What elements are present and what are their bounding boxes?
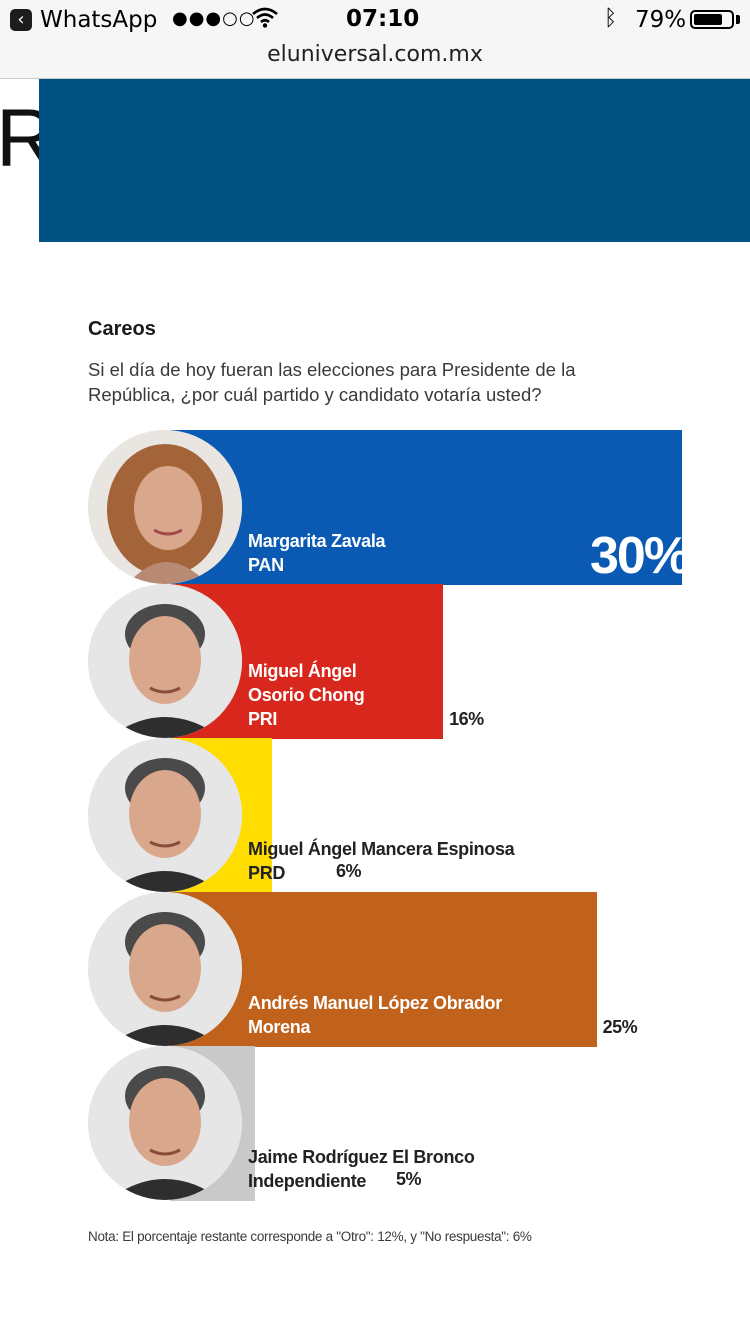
candidate-photo-1	[88, 430, 242, 584]
battery-fill	[694, 14, 723, 25]
candidate-label-3: Miguel Ángel Mancera Espinosa PRD	[248, 837, 515, 885]
signal-icon: ●●●○○	[172, 8, 256, 29]
candidate-label-4: Andrés Manuel López Obrador Morena	[248, 991, 502, 1039]
value-label-3: 6%	[336, 861, 362, 881]
back-app-label[interactable]: WhatsApp	[40, 7, 158, 33]
value-label-2: 16%	[449, 709, 484, 729]
candidate-label-line: Morena	[248, 1017, 311, 1037]
candidate-label-5: Jaime Rodríguez El Bronco Independiente	[248, 1145, 475, 1193]
candidate-label-line: Miguel Ángel	[248, 661, 357, 681]
candidate-photo-4	[88, 892, 242, 1046]
candidate-label-1: Margarita Zavala PAN	[248, 529, 386, 577]
candidate-label-2: Miguel Ángel Osorio Chong PRI	[248, 659, 365, 731]
clock: 07:10	[346, 6, 420, 32]
bar-2	[170, 584, 444, 739]
bar-4	[170, 892, 597, 1047]
candidate-label-line: Osorio Chong	[248, 685, 365, 705]
address-bar[interactable]: eluniversal.com.mx	[0, 40, 750, 79]
battery-icon	[690, 10, 734, 29]
candidate-label-line: Jaime Rodríguez El Bronco	[248, 1147, 475, 1167]
candidate-label-line: Andrés Manuel López Obrador	[248, 993, 502, 1013]
header-banner	[39, 79, 750, 242]
bar-5	[170, 1046, 256, 1201]
value-label-1: 30%	[590, 527, 690, 585]
bar-3	[170, 738, 273, 893]
value-label-5: 5%	[396, 1169, 422, 1189]
candidate-label-line: PAN	[248, 555, 284, 575]
candidate-photo-3	[88, 738, 242, 892]
candidate-photo-5	[88, 1046, 242, 1200]
bluetooth-icon: ᛒ	[604, 6, 618, 31]
candidate-photo-2	[88, 584, 242, 738]
battery-tip	[736, 15, 740, 24]
candidate-label-line: Miguel Ángel Mancera Espinosa	[248, 839, 515, 859]
status-bar: ‹ WhatsApp ●●●○○ 07:10 ᛒ 79%	[0, 0, 750, 40]
value-label-4: 25%	[602, 1017, 638, 1037]
wifi-icon	[252, 6, 278, 32]
candidate-label-line: Margarita Zavala	[248, 531, 386, 551]
back-arrow-icon[interactable]: ‹	[10, 9, 32, 31]
candidate-label-line: Independiente	[248, 1171, 367, 1191]
candidate-label-line: PRD	[248, 863, 286, 883]
graphic-title: Careos	[88, 318, 156, 340]
bar-1	[170, 430, 682, 585]
battery-percent: 79%	[635, 7, 687, 33]
graphic-subtitle: Si el día de hoy fueran las elecciones p…	[88, 359, 576, 405]
candidate-label-line: PRI	[248, 709, 278, 729]
graphic-note: Nota: El porcentaje restante corresponde…	[88, 1229, 532, 1244]
